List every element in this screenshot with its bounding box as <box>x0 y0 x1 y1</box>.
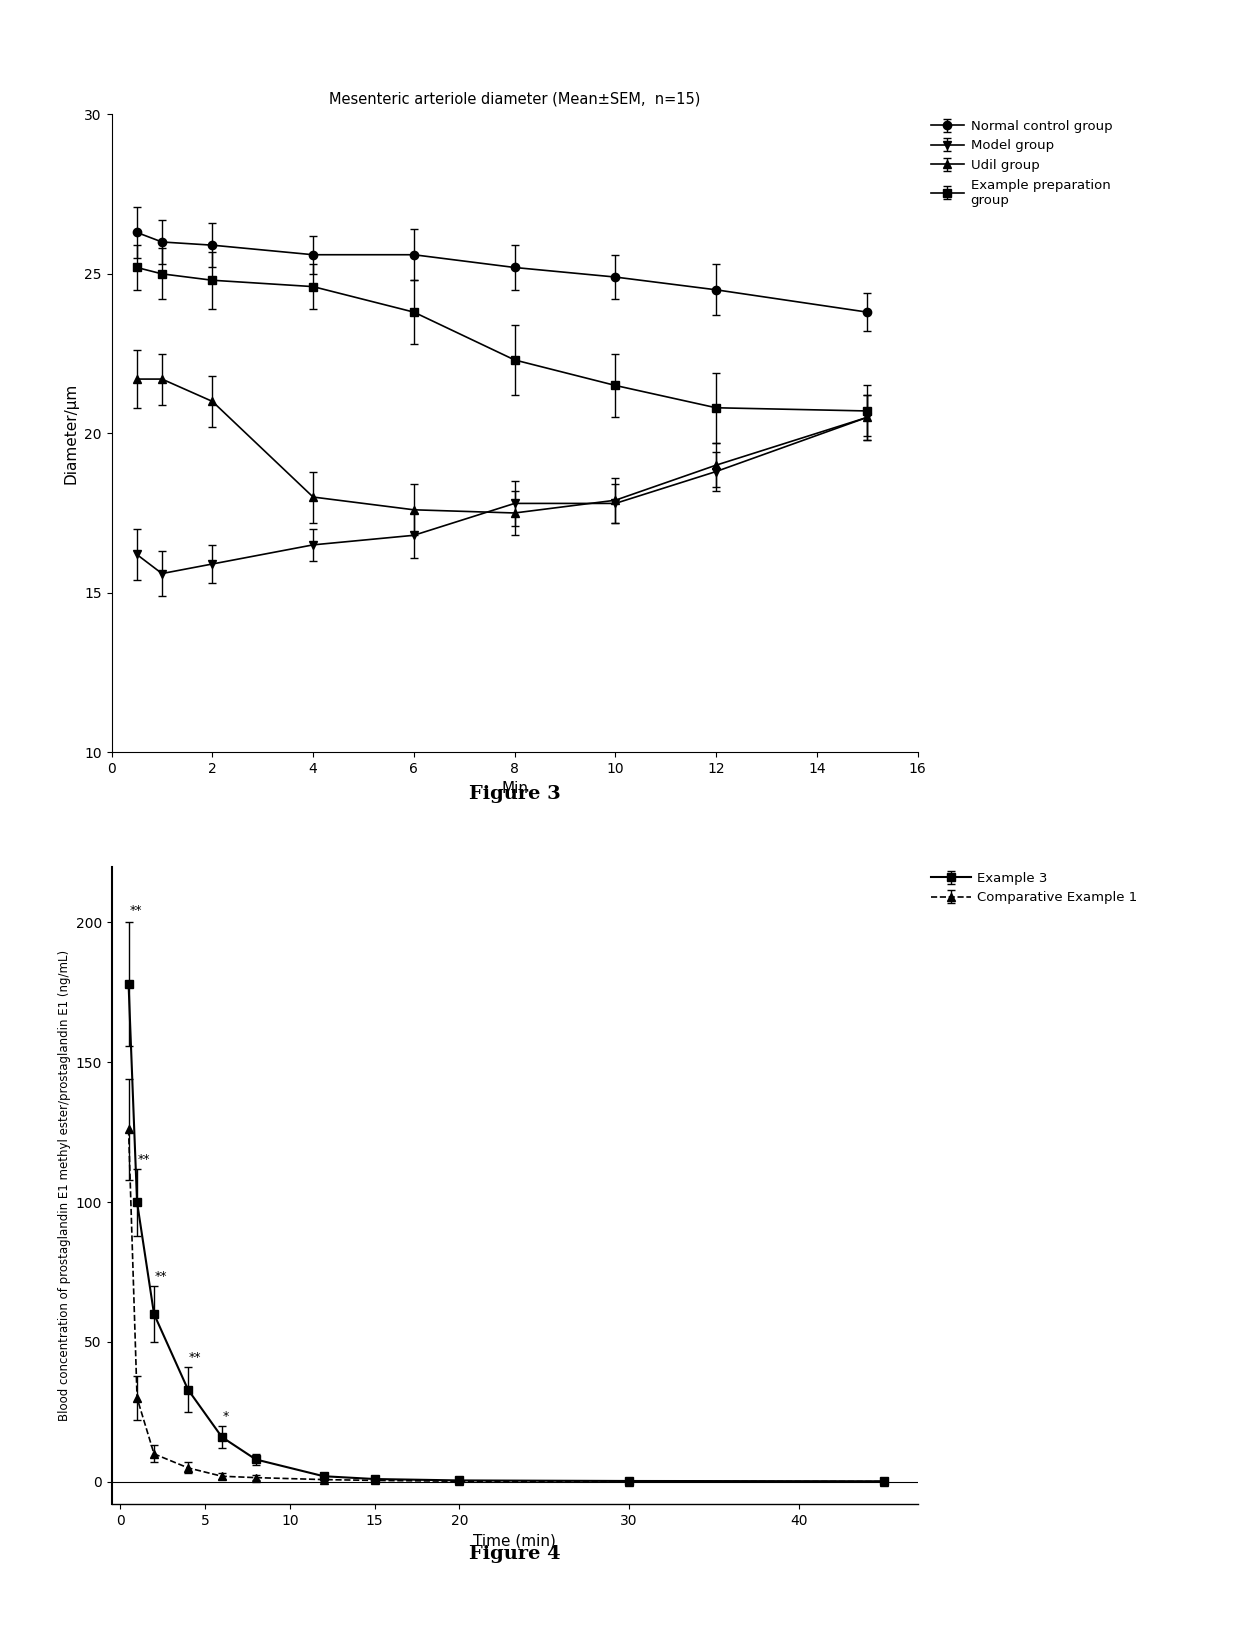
Legend: Normal control group, Model group, Udil group, Example preparation
group: Normal control group, Model group, Udil … <box>925 114 1117 213</box>
Text: **: ** <box>155 1270 167 1283</box>
Title: Mesenteric arteriole diameter (Mean±SEM,  n=15): Mesenteric arteriole diameter (Mean±SEM,… <box>329 92 701 106</box>
Text: **: ** <box>188 1352 201 1364</box>
Text: **: ** <box>129 904 141 917</box>
Text: Figure 3: Figure 3 <box>469 785 560 803</box>
Text: *: * <box>223 1409 229 1422</box>
Text: Figure 4: Figure 4 <box>469 1545 560 1563</box>
X-axis label: Time (min): Time (min) <box>474 1534 556 1548</box>
Text: **: ** <box>138 1153 150 1166</box>
Y-axis label: Diameter/μm: Diameter/μm <box>63 383 78 484</box>
Y-axis label: Blood concentration of prostaglandin E1 methyl ester/prostaglandin E1 (ng/mL): Blood concentration of prostaglandin E1 … <box>58 950 72 1421</box>
Legend: Example 3, Comparative Example 1: Example 3, Comparative Example 1 <box>925 867 1142 909</box>
X-axis label: Min: Min <box>501 782 528 796</box>
